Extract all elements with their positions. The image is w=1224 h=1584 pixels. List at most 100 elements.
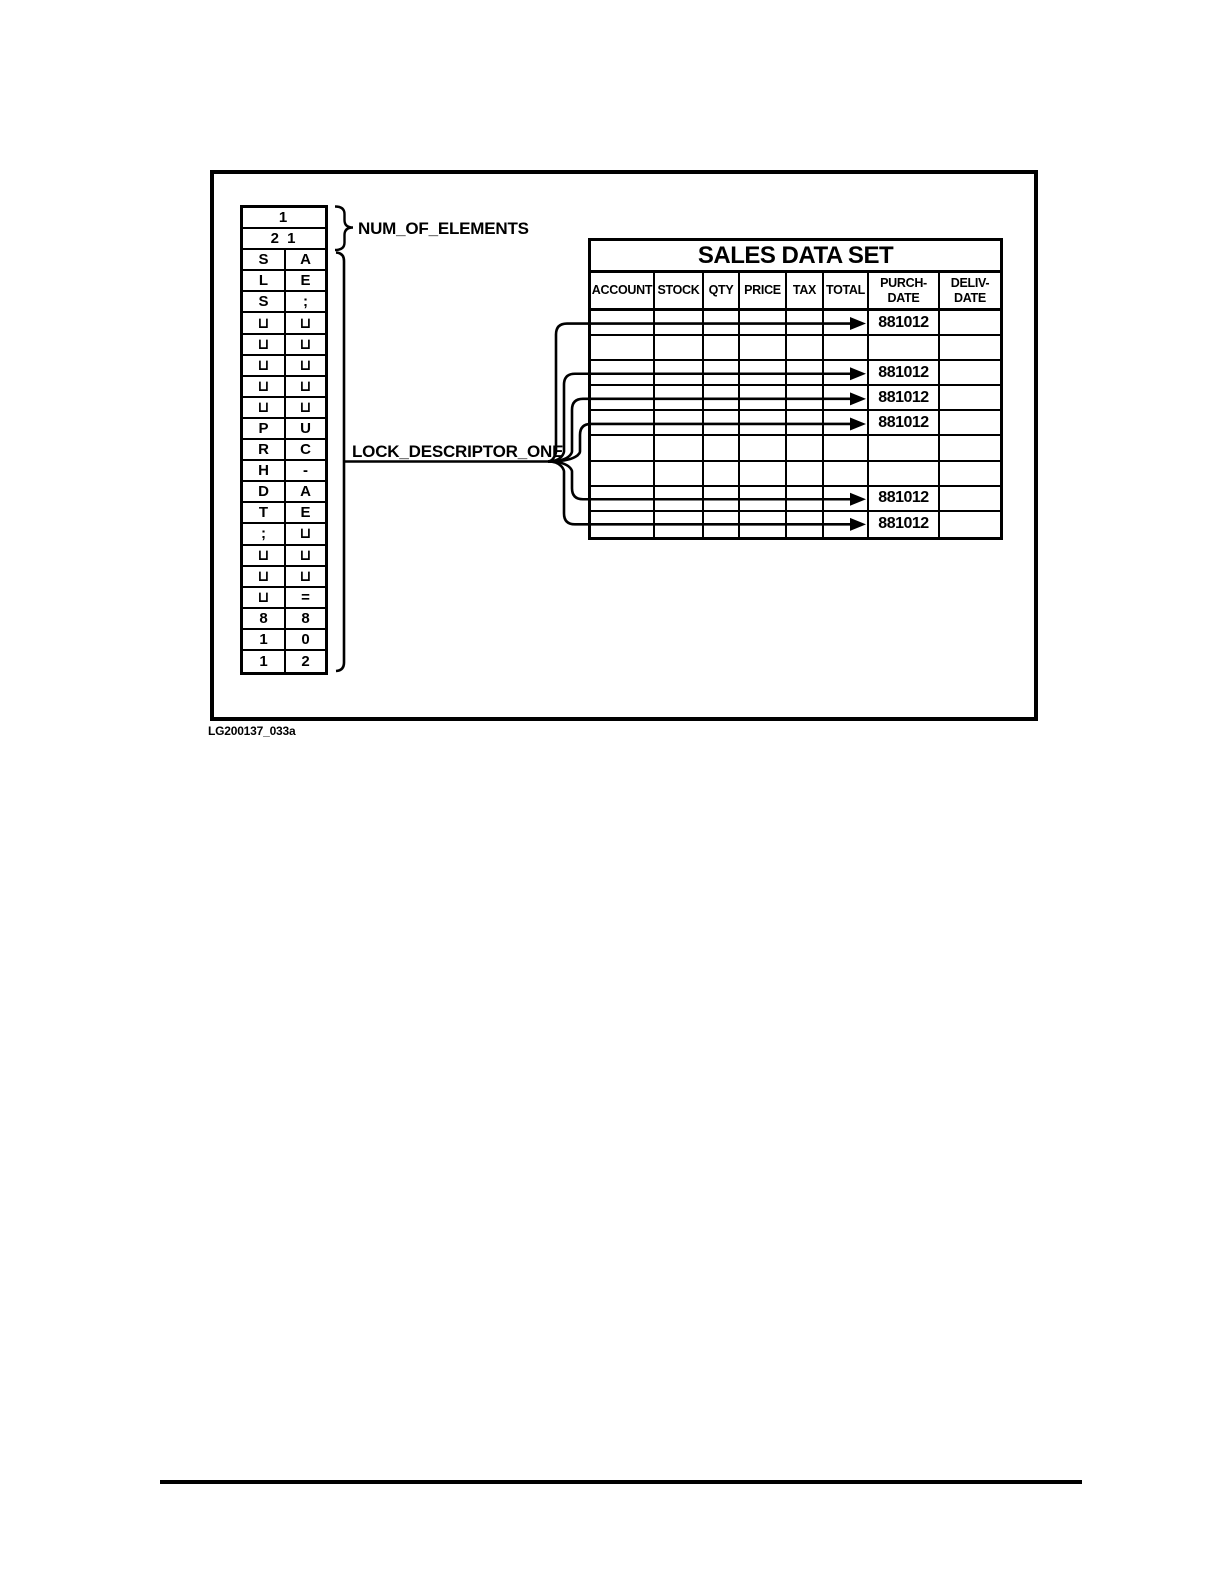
memory-cell: 8 — [284, 608, 325, 628]
num-of-elements-label: NUM_OF_ELEMENTS — [358, 219, 529, 238]
empty-cell — [738, 311, 785, 335]
memory-cell: ⊔ — [257, 546, 270, 564]
empty-cell — [822, 511, 867, 537]
empty-cell — [738, 361, 785, 385]
empty-cell — [702, 411, 738, 435]
memory-cell: U — [284, 418, 325, 439]
empty-cell — [822, 386, 867, 410]
memory-row-char-11: H- — [243, 461, 325, 483]
empty-cell — [938, 386, 1000, 410]
empty-cell — [653, 311, 702, 335]
sales-data-set-table: SALES DATA SET ACCOUNT STOCK QTY PRICE TAX TO… — [588, 238, 1003, 540]
empty-cell — [738, 461, 785, 485]
empty-cell — [653, 336, 702, 360]
memory-cell: D — [258, 483, 269, 501]
empty-cell — [702, 436, 738, 460]
empty-cell — [591, 512, 653, 537]
empty-cell — [738, 511, 785, 537]
memory-row-char-16: ⊔ ⊔ — [243, 566, 325, 588]
table-row-7 — [591, 461, 1000, 487]
empty-cell — [822, 461, 867, 485]
memory-cell: ; — [261, 525, 266, 543]
column-header-total: TOTAL — [822, 273, 867, 308]
memory-cell: ⊔ — [284, 397, 325, 417]
column-header-price: PRICE — [738, 273, 785, 308]
column-header-purch: PURCH- DATE — [867, 273, 938, 308]
memory-cell: ; — [284, 292, 325, 312]
memory-cell: ⊔ — [257, 335, 270, 353]
memory-cell: ⊔ — [257, 356, 270, 374]
memory-cell: ⊔ — [284, 313, 325, 333]
empty-cell — [653, 511, 702, 537]
empty-cell — [738, 436, 785, 460]
memory-row-char-14: ; ⊔ — [243, 524, 325, 546]
empty-cell — [822, 436, 867, 460]
memory-cell: P — [258, 419, 269, 437]
empty-cell — [738, 411, 785, 435]
empty-cell — [738, 336, 785, 360]
empty-cell — [785, 436, 822, 460]
memory-cell: ⊔ — [284, 524, 325, 544]
purch-date-value: 881012 — [867, 411, 938, 435]
empty-cell — [822, 336, 867, 360]
empty-cell — [702, 486, 738, 510]
column-header-deliv: DELIV- DATE — [938, 273, 1000, 308]
empty-cell — [822, 411, 867, 435]
memory-row-count-1: 1 — [243, 208, 325, 230]
empty-cell — [938, 361, 1000, 385]
purch-date-value: 881012 — [867, 511, 938, 537]
empty-cell — [867, 336, 938, 360]
empty-cell — [785, 461, 822, 485]
table-title: SALES DATA SET — [591, 241, 1000, 273]
memory-cell: L — [258, 272, 269, 290]
empty-cell — [938, 311, 1000, 335]
memory-cell: ⊔ — [257, 398, 270, 416]
empty-cell — [785, 386, 822, 410]
memory-cell: C — [284, 440, 325, 460]
memory-cell: 1 — [259, 653, 268, 671]
column-header-qty: QTY — [702, 273, 738, 308]
empty-cell — [738, 386, 785, 410]
memory-cell: ⊔ — [257, 377, 270, 395]
memory-cell: ⊔ — [284, 376, 325, 396]
memory-row-char-17: ⊔ = — [243, 587, 325, 609]
memory-row-char-3: S; — [243, 292, 325, 314]
memory-cell: 2 1 — [270, 230, 298, 248]
empty-cell — [785, 411, 822, 435]
memory-cell: E — [284, 271, 325, 291]
empty-cell — [822, 486, 867, 510]
empty-cell — [822, 311, 867, 335]
empty-cell — [653, 436, 702, 460]
empty-cell — [591, 361, 653, 384]
empty-cell — [702, 361, 738, 385]
empty-cell — [938, 486, 1000, 510]
empty-cell — [591, 311, 653, 334]
table-row-9: 881012 — [591, 511, 1000, 537]
memory-cell: - — [284, 461, 325, 481]
empty-cell — [591, 411, 653, 434]
empty-cell — [591, 336, 653, 359]
empty-cell — [938, 436, 1000, 460]
empty-cell — [702, 336, 738, 360]
memory-row-char-4: ⊔ ⊔ — [243, 313, 325, 335]
empty-cell — [653, 411, 702, 435]
memory-cell: A — [284, 250, 325, 270]
memory-cell: ⊔ — [284, 355, 325, 375]
empty-cell — [702, 386, 738, 410]
empty-cell — [785, 486, 822, 510]
memory-cell: H — [258, 462, 269, 480]
memory-cell: 2 — [284, 650, 325, 673]
memory-cell: ⊔ — [257, 588, 270, 606]
memory-cell: 1 — [278, 209, 290, 227]
memory-row-char-7: ⊔ ⊔ — [243, 376, 325, 398]
memory-cell: S — [258, 251, 269, 269]
empty-cell — [653, 361, 702, 385]
empty-cell — [591, 386, 653, 409]
empty-cell — [867, 436, 938, 460]
memory-cell: = — [284, 587, 325, 607]
